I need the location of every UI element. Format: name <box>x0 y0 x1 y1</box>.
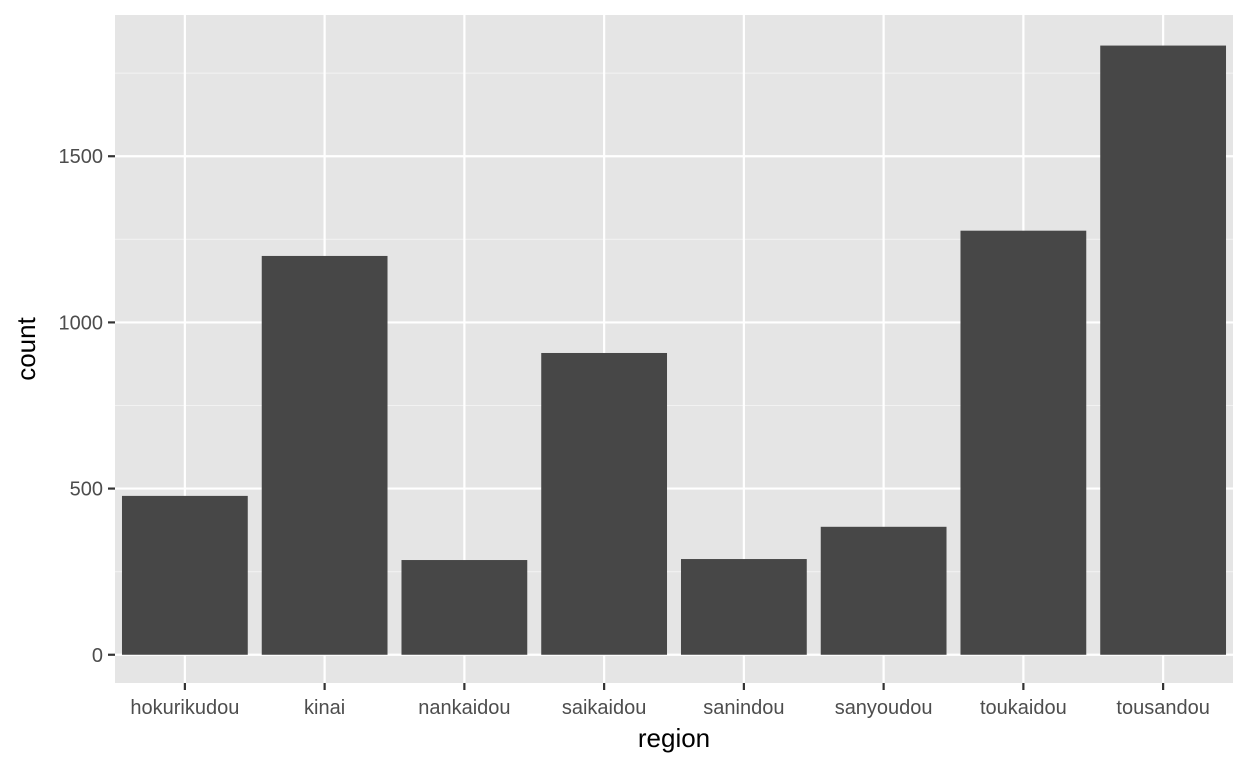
bars <box>121 45 1227 655</box>
x-tick-label: saikaidou <box>562 697 647 719</box>
bar-nankaidou <box>401 560 528 655</box>
x-tick-label: nankaidou <box>418 697 510 719</box>
y-tick-label: 0 <box>92 645 103 667</box>
x-tick-label: tousandou <box>1116 697 1209 719</box>
x-tick-label: toukaidou <box>980 697 1067 719</box>
x-tick-label: hokurikudou <box>130 697 239 719</box>
x-tick-label: kinai <box>304 697 345 719</box>
axes: 0 500 1000 1500 hokurikudou kinai nankaidou sai… <box>59 146 1210 719</box>
bar-kinai <box>261 255 388 655</box>
bar-toukaidou <box>960 230 1087 655</box>
y-tick-label: 1500 <box>59 146 104 168</box>
y-axis-title: count <box>11 316 41 380</box>
bar-sanindou <box>680 559 807 655</box>
x-tick-label: sanyoudou <box>835 697 933 719</box>
y-tick-label: 500 <box>70 479 103 501</box>
bar-hokurikudou <box>121 495 248 655</box>
bar-sanyoudou <box>820 526 947 655</box>
y-tick-label: 1000 <box>59 312 104 334</box>
x-axis-title: region <box>638 723 710 753</box>
bar-saikaidou <box>541 352 668 655</box>
bar-tousandou <box>1100 45 1227 655</box>
x-tick-label: sanindou <box>703 697 784 719</box>
